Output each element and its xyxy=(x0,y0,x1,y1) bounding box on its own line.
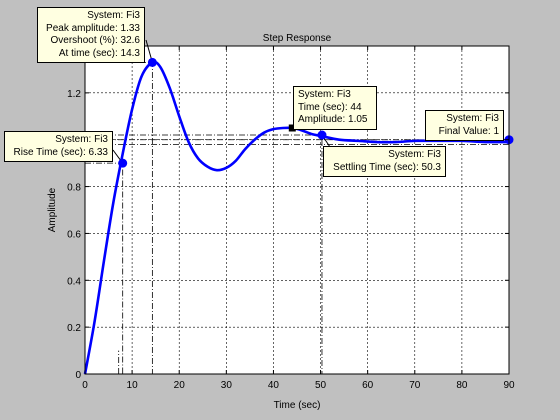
final-annotation-line: System: Fi3 xyxy=(446,113,499,124)
x-tick-label: 80 xyxy=(456,380,468,391)
settle-annotation-line: System: Fi3 xyxy=(388,149,441,160)
y-tick-label: 0.2 xyxy=(67,323,81,334)
datatip-annotation[interactable]: System: Fi3 Time (sec): 44 Amplitude: 1.… xyxy=(293,86,377,130)
rise-annotation-line: Rise Time (sec): 6.33 xyxy=(13,146,108,158)
y-tick-label: 0 xyxy=(75,370,81,381)
peak-annotation-line: At time (sec): 14.3 xyxy=(58,47,140,59)
final-annotation-line: Final Value: 1 xyxy=(438,125,499,137)
axes-box xyxy=(84,45,510,375)
x-tick-label: 20 xyxy=(174,380,186,391)
settle-marker xyxy=(317,130,327,140)
datatip-annotation-line: System: Fi3 xyxy=(298,89,351,100)
x-tick-label: 70 xyxy=(409,380,421,391)
settling-time-annotation[interactable]: System: Fi3 Settling Time (sec): 50.3 xyxy=(323,146,446,177)
datatip-marker xyxy=(288,124,296,132)
final-value-annotation[interactable]: System: Fi3 Final Value: 1 xyxy=(425,110,504,141)
y-tick-label: 0.8 xyxy=(67,183,81,194)
y-axis-label: Amplitude xyxy=(47,187,58,232)
peak-annotation[interactable]: System: Fi3 Peak amplitude: 1.33 Oversho… xyxy=(37,7,145,63)
x-tick-label: 60 xyxy=(362,380,374,391)
x-tick-label: 30 xyxy=(221,380,233,391)
rise-time-annotation[interactable]: System: Fi3 Rise Time (sec): 6.33 xyxy=(4,131,113,162)
x-tick-label: 50 xyxy=(315,380,327,391)
y-tick-label: 0.4 xyxy=(67,276,81,287)
chart-title: Step Response xyxy=(263,33,332,44)
datatip-annotation-line: Time (sec): 44 xyxy=(298,101,362,113)
y-tick-label: 1.2 xyxy=(67,89,81,100)
series-line-fi3 xyxy=(83,60,510,375)
y-tick-label: 0.6 xyxy=(67,229,81,240)
peak-marker xyxy=(147,57,157,67)
rise-marker xyxy=(118,158,128,168)
rise-annotation-line: System: Fi3 xyxy=(55,134,108,145)
datatip-annotation-line: Amplitude: 1.05 xyxy=(298,114,368,125)
peak-annotation-line: System: Fi3 xyxy=(87,10,140,21)
peak-annotation-line: Peak amplitude: 1.33 xyxy=(46,22,140,34)
x-tick-label: 10 xyxy=(127,380,139,391)
x-tick-label: 90 xyxy=(503,380,515,391)
x-axis-label: Time (sec) xyxy=(274,400,321,411)
peak-annotation-line: Overshoot (%): 32.6 xyxy=(50,35,140,46)
x-tick-label: 0 xyxy=(82,380,88,391)
settle-annotation-line: Settling Time (sec): 50.3 xyxy=(333,161,441,173)
x-tick-label: 40 xyxy=(268,380,280,391)
